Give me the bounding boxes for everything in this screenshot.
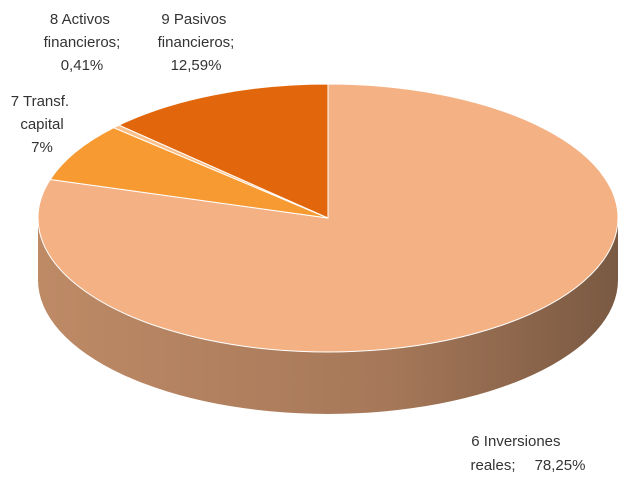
label-line: financieros; bbox=[158, 34, 235, 51]
data-label-category: 8 Activos financieros; bbox=[44, 11, 121, 51]
slice bbox=[117, 83, 329, 219]
data-label-category: 9 Pasivos financieros; bbox=[158, 11, 235, 51]
slice bbox=[37, 83, 619, 353]
data-label-category: 6 Inversiones reales; bbox=[470, 433, 564, 474]
label-line: 7 Transf. bbox=[11, 93, 74, 110]
slice bbox=[49, 127, 329, 219]
label-line: 8 Activos bbox=[50, 11, 114, 28]
data-label-category: 7 Transf. capital bbox=[11, 93, 74, 133]
label-line: reales; bbox=[470, 457, 515, 474]
data-label-value: 12,59% bbox=[171, 57, 222, 74]
data-label-value: 78,25% bbox=[535, 457, 586, 474]
label-line: 9 Pasivos bbox=[161, 11, 230, 28]
label-line: 6 Inversiones bbox=[471, 433, 564, 450]
slice-side bbox=[38, 218, 618, 414]
data-label-value: 7% bbox=[31, 139, 53, 156]
label-line: financieros; bbox=[44, 34, 121, 51]
label-line: capital bbox=[20, 116, 63, 133]
data-label-value: 0,41% bbox=[61, 57, 104, 74]
